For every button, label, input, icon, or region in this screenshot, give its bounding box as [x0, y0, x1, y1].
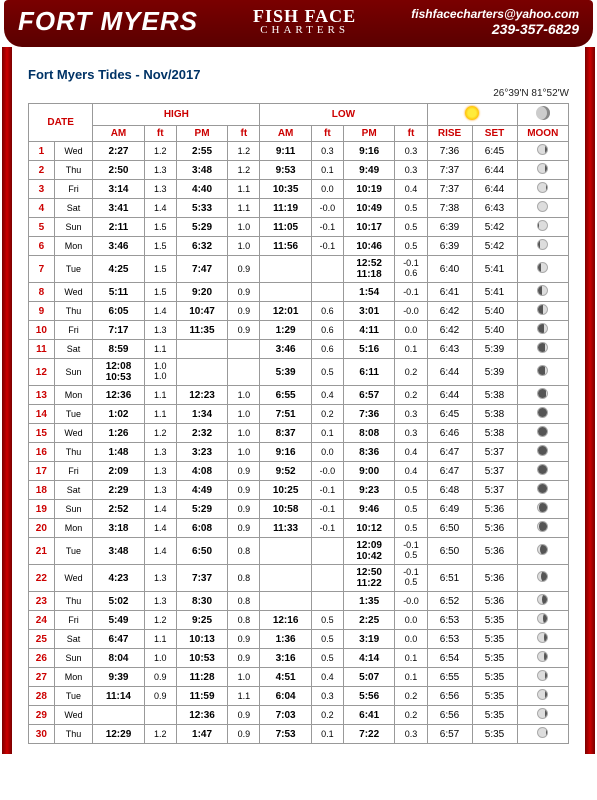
tide-table: DATE HIGH LOW AM ft PM ft AM ft PM ft RI… — [28, 103, 569, 744]
chart-title: Fort Myers Tides - Nov/2017 — [28, 67, 569, 82]
header: FORT MYERS FISH FACE CHARTERS fishfacech… — [4, 0, 593, 47]
table-row: 20Mon3:181.46:080.911:33-0.110:120.56:50… — [29, 519, 569, 538]
table-row: 15Wed1:261.22:321.08:370.18:080.36:465:3… — [29, 424, 569, 443]
table-row: 13Mon12:361.112:231.06:550.46:570.26:445… — [29, 386, 569, 405]
site-title: FORT MYERS — [18, 6, 198, 37]
moon-phase-icon — [537, 304, 548, 315]
moon-icon — [536, 106, 550, 120]
moon-phase-icon — [537, 727, 548, 738]
moon-phase-icon — [537, 502, 548, 513]
table-row: 26Sun8:041.010:530.93:160.54:140.16:545:… — [29, 649, 569, 668]
table-row: 18Sat2:291.34:490.910:25-0.19:230.56:485… — [29, 481, 569, 500]
hdr-date: DATE — [29, 104, 93, 142]
moon-phase-icon — [537, 571, 548, 582]
phone: 239-357-6829 — [411, 21, 579, 37]
table-row: 27Mon9:390.911:281.04:510.45:070.16:555:… — [29, 668, 569, 687]
moon-phase-icon — [537, 464, 548, 475]
table-row: 16Thu1:481.33:231.09:160.08:360.46:475:3… — [29, 443, 569, 462]
moon-phase-icon — [537, 407, 548, 418]
moon-phase-icon — [537, 201, 548, 212]
table-row: 3Fri3:141.34:401.110:350.010:190.47:376:… — [29, 180, 569, 199]
moon-phase-icon — [537, 613, 548, 624]
table-row: 29Wed12:360.97:030.26:410.26:565:35 — [29, 706, 569, 725]
moon-phase-icon — [537, 342, 548, 353]
moon-phase-icon — [537, 594, 548, 605]
table-row: 30Thu12:291.21:470.97:530.17:220.36:575:… — [29, 725, 569, 744]
sun-icon — [465, 106, 479, 120]
table-row: 10Fri7:171.311:350.91:290.64:110.06:425:… — [29, 321, 569, 340]
moon-phase-icon — [537, 365, 548, 376]
moon-phase-icon — [537, 388, 548, 399]
moon-phase-icon — [537, 632, 548, 643]
table-row: 28Tue11:140.911:591.16:040.35:560.26:565… — [29, 687, 569, 706]
moon-phase-icon — [537, 182, 548, 193]
hdr-sun — [427, 104, 517, 126]
logo: FISH FACE CHARTERS — [253, 8, 356, 36]
table-row: 22Wed4:231.37:370.812:5011:22-0.10.56:51… — [29, 565, 569, 592]
moon-phase-icon — [537, 262, 548, 273]
hdr-low: LOW — [260, 104, 427, 126]
table-row: 9Thu6:051.410:470.912:010.63:01-0.06:425… — [29, 302, 569, 321]
moon-phase-icon — [537, 239, 548, 250]
table-row: 7Tue4:251.57:470.912:5211:18-0.10.66:405… — [29, 256, 569, 283]
moon-phase-icon — [537, 285, 548, 296]
hdr-moon-icon — [517, 104, 568, 126]
table-row: 19Sun2:521.45:290.910:58-0.19:460.56:495… — [29, 500, 569, 519]
table-row: 24Fri5:491.29:250.812:160.52:250.06:535:… — [29, 611, 569, 630]
moon-phase-icon — [537, 323, 548, 334]
table-row: 25Sat6:471.110:130.91:360.53:190.06:535:… — [29, 630, 569, 649]
table-row: 12Sun12:0810:531.01.05:390.56:110.26:445… — [29, 359, 569, 386]
moon-phase-icon — [537, 708, 548, 719]
table-row: 11Sat8:591.13:460.65:160.16:435:39 — [29, 340, 569, 359]
page: FORT MYERS FISH FACE CHARTERS fishfacech… — [0, 0, 597, 754]
table-row: 5Sun2:111.55:291.011:05-0.110:170.56:395… — [29, 218, 569, 237]
moon-phase-icon — [537, 426, 548, 437]
moon-phase-icon — [537, 651, 548, 662]
moon-phase-icon — [537, 144, 548, 155]
table-row: 21Tue3:481.46:500.812:0910:42-0.10.56:50… — [29, 538, 569, 565]
content: Fort Myers Tides - Nov/2017 26°39'N 81°5… — [0, 47, 597, 754]
moon-phase-icon — [537, 445, 548, 456]
table-row: 2Thu2:501.33:481.29:530.19:490.37:376:44 — [29, 161, 569, 180]
table-row: 23Thu5:021.38:300.81:35-0.06:525:36 — [29, 592, 569, 611]
table-row: 8Wed5:111.59:200.91:54-0.16:415:41 — [29, 283, 569, 302]
moon-phase-icon — [537, 220, 548, 231]
moon-phase-icon — [537, 689, 548, 700]
table-row: 6Mon3:461.56:321.011:56-0.110:460.56:395… — [29, 237, 569, 256]
moon-phase-icon — [537, 163, 548, 174]
hdr-high: HIGH — [93, 104, 260, 126]
moon-phase-icon — [537, 544, 548, 555]
email: fishfacecharters@yahoo.com — [411, 7, 579, 21]
table-row: 1Wed2:271.22:551.29:110.39:160.37:366:45 — [29, 142, 569, 161]
table-row: 17Fri2:091.34:080.99:52-0.09:000.46:475:… — [29, 462, 569, 481]
moon-phase-icon — [537, 670, 548, 681]
moon-phase-icon — [537, 521, 548, 532]
coordinates: 26°39'N 81°52'W — [28, 88, 569, 99]
table-row: 14Tue1:021.11:341.07:510.27:360.36:455:3… — [29, 405, 569, 424]
table-row: 4Sat3:411.45:331.111:19-0.010:490.57:386… — [29, 199, 569, 218]
moon-phase-icon — [537, 483, 548, 494]
contact-block: fishfacecharters@yahoo.com 239-357-6829 — [411, 7, 579, 37]
